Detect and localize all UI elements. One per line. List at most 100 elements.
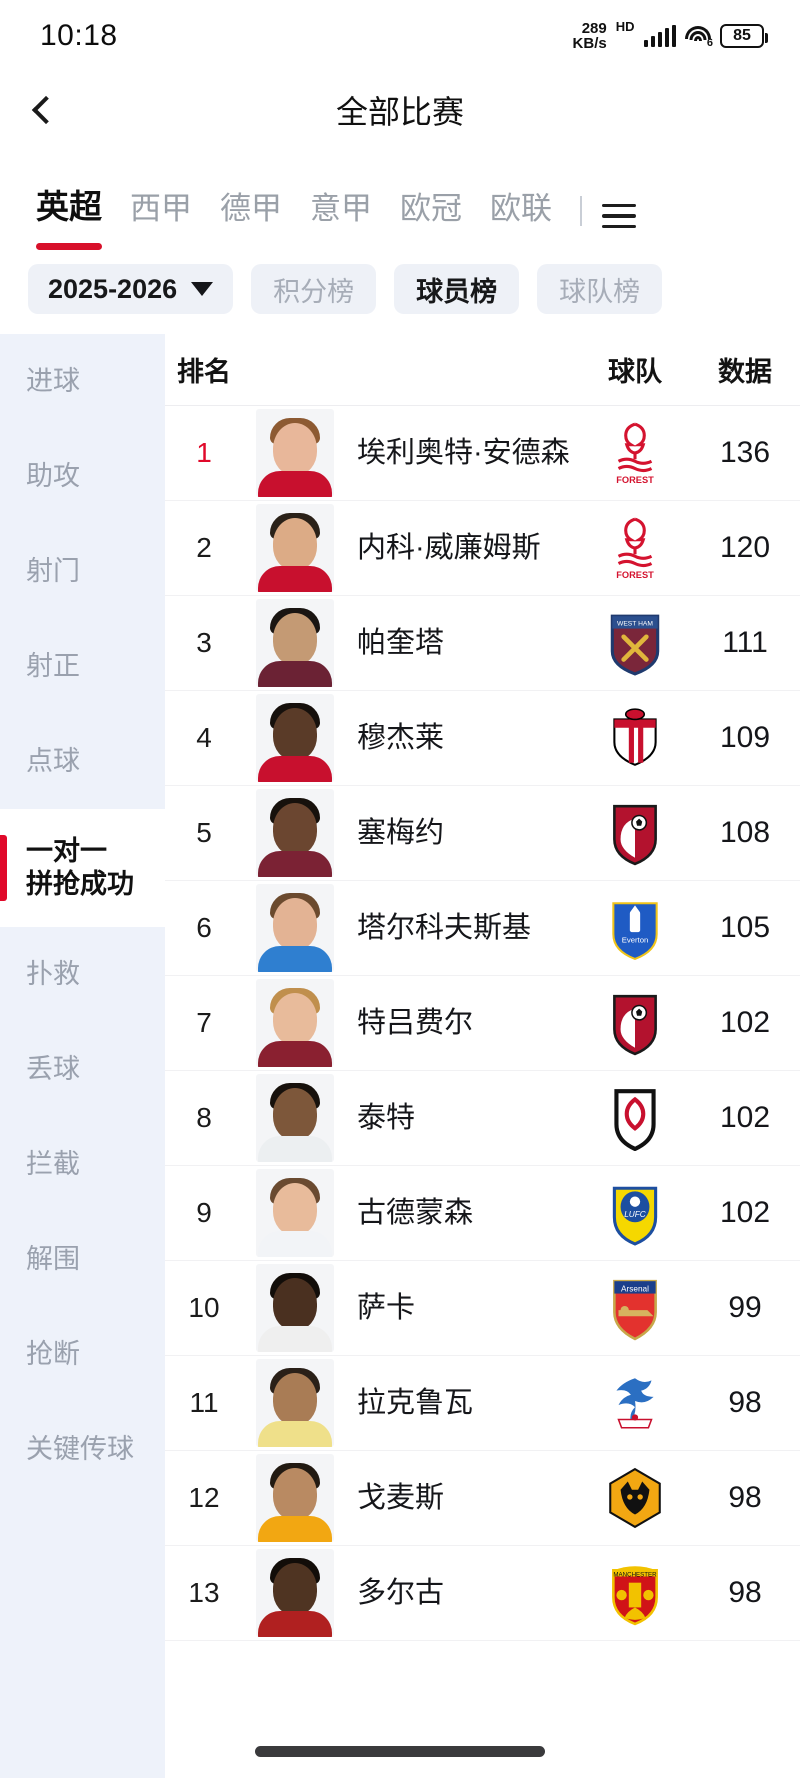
table-row[interactable]: 7 特吕费尔 102: [165, 976, 800, 1071]
table-row[interactable]: 13 多尔古 MANCHESTER 98: [165, 1546, 800, 1641]
cell-rank: 7: [165, 1007, 243, 1039]
chip-player-ranking[interactable]: 球员榜: [394, 264, 520, 314]
home-indicator: [0, 1724, 800, 1778]
tab-league-1[interactable]: 西甲: [130, 191, 192, 226]
sidebar-item-label: 解围: [26, 1244, 80, 1275]
table-row[interactable]: 4 穆杰莱 109: [165, 691, 800, 786]
svg-text:Arsenal: Arsenal: [621, 1285, 649, 1294]
svg-text:LUFC: LUFC: [624, 1210, 646, 1219]
table-row[interactable]: 11 拉克鲁瓦 98: [165, 1356, 800, 1451]
cell-player-photo: [243, 1074, 347, 1162]
battery-level: 85: [733, 27, 751, 44]
cell-player-name: 泰特: [347, 1101, 580, 1135]
player-avatar: [256, 694, 334, 782]
tab-league-3[interactable]: 意甲: [310, 191, 372, 226]
player-avatar: [256, 1169, 334, 1257]
rank-value: 3: [196, 627, 212, 658]
cell-rank: 11: [165, 1387, 243, 1419]
stat-category-sidebar[interactable]: 进球 助攻 射门 射正 点球 一对一 拼抢成功 扑救 丢球 拦截 解围 抢断 关…: [0, 334, 165, 1778]
sidebar-item-label-line2: 拼抢成功: [26, 869, 134, 899]
content-area: 进球 助攻 射门 射正 点球 一对一 拼抢成功 扑救 丢球 拦截 解围 抢断 关…: [0, 334, 800, 1778]
player-name: 埃利奥特·安德森: [357, 436, 570, 469]
sidebar-item-blocks[interactable]: 拦截: [0, 1117, 165, 1212]
sidebar-item-label: 射门: [26, 556, 80, 587]
table-row[interactable]: 9 古德蒙森 LUFC 102: [165, 1166, 800, 1261]
league-tabs: 英超 西甲 德甲 意甲 欧冠 欧联: [0, 148, 800, 250]
club-crest-icon: [604, 705, 666, 771]
stat-value: 99: [728, 1291, 762, 1324]
sidebar-item-key-passes[interactable]: 关键传球: [0, 1402, 165, 1497]
cell-rank: 3: [165, 627, 243, 659]
sidebar-item-label: 扑救: [26, 959, 80, 990]
player-avatar: [256, 1264, 334, 1352]
player-name: 萨卡: [357, 1291, 416, 1324]
cell-player-photo: [243, 1549, 347, 1637]
player-name: 戈麦斯: [357, 1481, 445, 1514]
sidebar-item-goals-conceded[interactable]: 丢球: [0, 1022, 165, 1117]
sidebar-item-penalties[interactable]: 点球: [0, 714, 165, 809]
club-crest-icon: [604, 1370, 666, 1436]
sidebar-item-label: 射正: [26, 651, 80, 682]
tab-league-4[interactable]: 欧冠: [400, 191, 462, 226]
chip-standings[interactable]: 积分榜: [251, 264, 377, 314]
rank-value: 7: [196, 1007, 212, 1038]
tab-league-5[interactable]: 欧联: [490, 191, 552, 226]
sidebar-item-shots-on-target[interactable]: 射正: [0, 619, 165, 714]
sidebar-item-assists[interactable]: 助攻: [0, 429, 165, 524]
cell-player-photo: [243, 1454, 347, 1542]
table-row[interactable]: 12 戈麦斯 98: [165, 1451, 800, 1546]
table-row[interactable]: 1 埃利奥特·安德森 FOREST 136: [165, 406, 800, 501]
table-row[interactable]: 8 泰特 102: [165, 1071, 800, 1166]
season-selector[interactable]: 2025-2026: [28, 264, 234, 314]
chip-team-ranking[interactable]: 球队榜: [537, 264, 663, 314]
ranking-table: 排名 球队 数据 1 埃利奥特·安德森 FOREST 136 2 内科·威廉姆斯 FORES…: [165, 334, 800, 1778]
stat-value: 136: [719, 436, 771, 469]
sidebar-item-tackles[interactable]: 抢断: [0, 1307, 165, 1402]
sidebar-item-shots[interactable]: 射门: [0, 524, 165, 619]
wifi-icon: 6: [685, 26, 713, 49]
tab-league-0[interactable]: 英超: [22, 180, 116, 250]
tab-league-2[interactable]: 德甲: [220, 191, 282, 226]
cell-player-name: 塞梅约: [347, 816, 580, 850]
cell-value: 120: [690, 531, 800, 565]
cell-rank: 13: [165, 1577, 243, 1609]
cell-rank: 2: [165, 532, 243, 564]
svg-text:Everton: Everton: [622, 935, 649, 944]
sidebar-item-duels-won[interactable]: 一对一 拼抢成功: [0, 809, 165, 927]
cell-player-name: 多尔古: [347, 1576, 580, 1610]
cell-player-name: 埃利奥特·安德森: [347, 436, 580, 470]
player-name: 塞梅约: [357, 816, 445, 849]
cell-value: 111: [690, 626, 800, 660]
cell-rank: 4: [165, 722, 243, 754]
table-row[interactable]: 3 帕奎塔 WEST HAM 111: [165, 596, 800, 691]
home-indicator-bar: [255, 1745, 545, 1757]
svg-text:FOREST: FOREST: [616, 475, 654, 485]
table-row[interactable]: 2 内科·威廉姆斯 FOREST 120: [165, 501, 800, 596]
back-button[interactable]: [0, 72, 86, 148]
table-row[interactable]: 6 塔尔科夫斯基 Everton 105: [165, 881, 800, 976]
cell-player-name: 帕奎塔: [347, 626, 580, 660]
club-crest-icon: [604, 990, 666, 1056]
sidebar-item-clearances[interactable]: 解围: [0, 1212, 165, 1307]
battery-icon: 85: [720, 24, 768, 48]
table-row[interactable]: 10 萨卡 Arsenal 99: [165, 1261, 800, 1356]
table-row[interactable]: 5 塞梅约 108: [165, 786, 800, 881]
sidebar-item-label: 抢断: [26, 1339, 80, 1370]
cell-player-name: 内科·威廉姆斯: [347, 531, 580, 565]
cell-team: [580, 800, 690, 866]
stat-value: 102: [719, 1006, 771, 1039]
cell-team: WEST HAM: [580, 610, 690, 676]
sidebar-item-saves[interactable]: 扑救: [0, 927, 165, 1022]
header-data: 数据: [718, 357, 772, 387]
club-crest-icon: Everton: [604, 895, 666, 961]
network-speed-unit: KB/s: [572, 35, 607, 52]
cell-value: 99: [690, 1291, 800, 1325]
cell-team: [580, 990, 690, 1056]
sidebar-item-label: 助攻: [26, 461, 80, 492]
stat-value: 102: [719, 1101, 771, 1134]
sidebar-item-label: 拦截: [26, 1149, 80, 1180]
cell-rank: 8: [165, 1102, 243, 1134]
cell-team: [580, 1085, 690, 1151]
sidebar-item-goals[interactable]: 进球: [0, 334, 165, 429]
hamburger-menu-icon[interactable]: [602, 203, 636, 228]
